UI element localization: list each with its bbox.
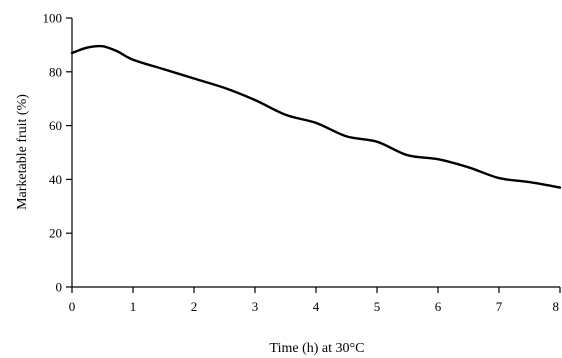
x-axis: 0 1 2 3 4 5 6 7 8 [69,286,561,314]
x-tick-label: 8 [553,299,560,314]
x-axis-title: Time (h) at 30°C [270,341,365,356]
x-tick-label: 0 [69,299,76,314]
x-tick-label: 3 [252,299,259,314]
y-axis-title: Marketable fruit (%) [15,94,30,210]
y-axis: 0 20 40 60 80 100 [43,11,73,295]
y-tick-label: 40 [49,172,62,187]
y-tick-label: 60 [49,118,62,133]
y-tick-label: 100 [43,11,63,26]
y-tick-label: 0 [56,280,63,295]
series-layer [70,44,562,189]
x-tick-label: 5 [374,299,381,314]
x-tick-label: 4 [313,299,320,314]
x-tick-label: 6 [435,299,442,314]
x-tick-label: 7 [496,299,503,314]
y-tick-label: 80 [49,64,62,79]
series-line [70,44,562,189]
x-tick-label: 2 [191,299,198,314]
y-tick-label: 20 [49,226,62,241]
x-tick-label: 1 [130,299,137,314]
